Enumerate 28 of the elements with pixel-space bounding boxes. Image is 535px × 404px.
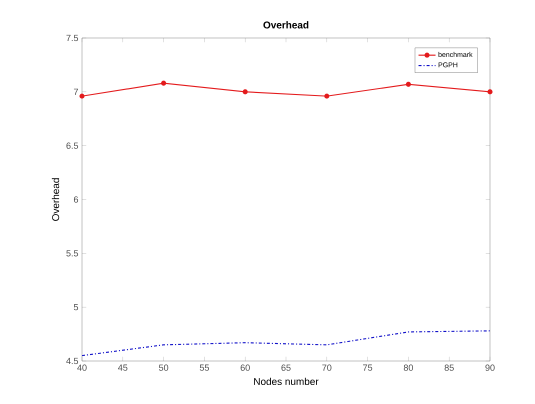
y-tick-label: 5 [74, 304, 78, 310]
y-tick-label: 6 [74, 196, 78, 203]
point [242, 89, 248, 94]
point [79, 94, 85, 99]
x-tick-label: 45 [118, 364, 128, 371]
x-tick-label: 70 [322, 364, 332, 371]
y-tick-label: 7 [74, 88, 78, 95]
y-tick-label: 4.5 [66, 358, 78, 364]
x-tick-label: 65 [281, 364, 291, 371]
point [324, 94, 330, 99]
x-tick-label: 85 [444, 364, 454, 371]
x-tick-label: 75 [363, 364, 372, 371]
x-tick-label: 80 [404, 364, 414, 371]
x-tick-label: 40 [77, 364, 87, 371]
y-tick-label: 7.5 [66, 34, 78, 42]
point [487, 89, 493, 94]
y-tick-label: 6.5 [66, 142, 78, 149]
point [406, 82, 411, 87]
y-axis-title: Overhead [52, 178, 60, 221]
line-series [82, 330, 490, 356]
x-tick-label: 50 [158, 364, 168, 371]
x-tick-label: 90 [485, 364, 495, 371]
x-tick-label: 55 [200, 364, 210, 371]
y-tick-label: 5.5 [66, 250, 78, 256]
chart-title: Overhead [263, 21, 308, 28]
x-axis-title: Nodes number [254, 378, 318, 386]
x-tick-label: 60 [240, 364, 250, 371]
point [161, 80, 166, 86]
